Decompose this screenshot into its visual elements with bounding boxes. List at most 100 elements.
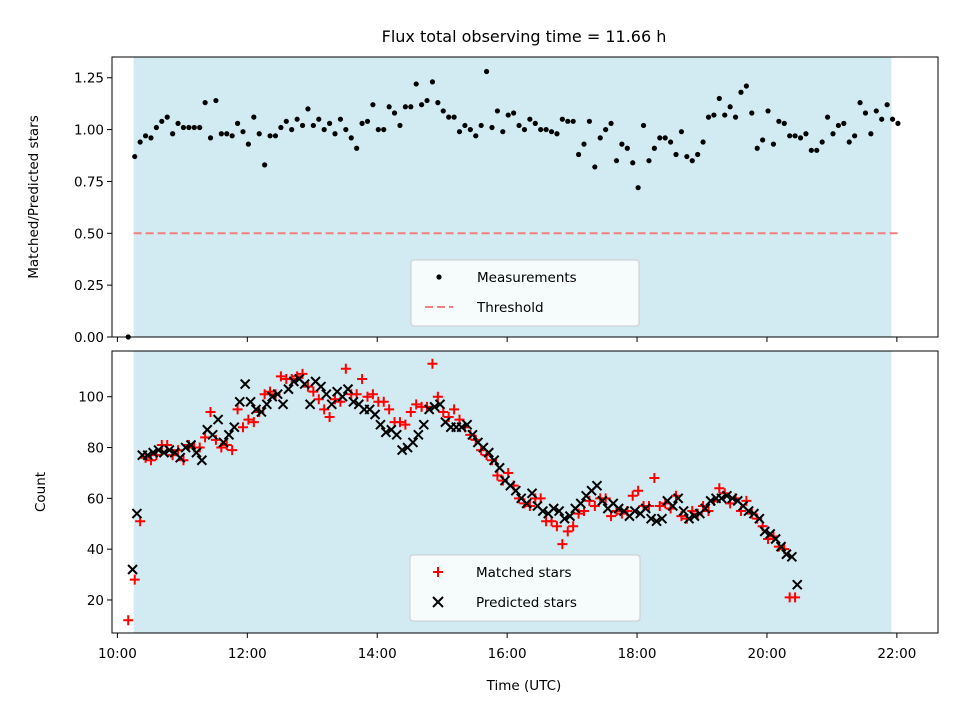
measurement-point <box>294 116 300 122</box>
predicted-star-marker <box>678 505 689 517</box>
measurement-point <box>640 122 647 129</box>
measurement-point <box>310 122 316 129</box>
measurement-point <box>473 133 479 139</box>
axes-frame <box>111 56 939 338</box>
predicted-star-marker <box>396 444 408 456</box>
measurement-point <box>781 120 787 126</box>
matched-star-marker <box>633 485 644 496</box>
axes-frame <box>111 350 939 634</box>
measurement-point <box>765 108 771 114</box>
matched-star-marker <box>340 363 351 374</box>
measurement-point <box>749 110 755 116</box>
count-panel: 20 40 60 80 100 Count Matched stars Predicted s… <box>33 350 939 638</box>
predicted-star-marker <box>434 399 446 410</box>
measurement-point <box>456 129 463 135</box>
matched-star-marker <box>443 412 454 423</box>
measurement-point <box>581 141 587 147</box>
measurement-point <box>256 131 262 137</box>
measurement-point <box>170 131 176 137</box>
measurement-point <box>343 126 349 133</box>
measurement-point <box>245 141 252 147</box>
measurement-point <box>505 112 511 118</box>
measurement-point <box>402 104 408 110</box>
predicted-star-marker <box>375 419 386 430</box>
matched-star-marker <box>123 615 134 626</box>
predicted-star-marker <box>689 510 700 522</box>
measurement-point <box>478 122 484 129</box>
measurement-point <box>462 122 468 129</box>
predicted-star-marker <box>418 419 429 430</box>
measurement-point <box>668 139 674 145</box>
measurement-point <box>137 139 143 145</box>
measurement-point <box>354 145 360 151</box>
legend: Matched stars Predicted stars <box>409 554 641 622</box>
predicted-star-marker <box>413 429 424 441</box>
predicted-star-marker <box>510 485 522 496</box>
measurement-point <box>429 79 436 85</box>
predicted-star-marker <box>164 444 175 456</box>
measurement-point <box>321 126 327 133</box>
measurement-point <box>732 114 739 120</box>
predicted-star-marker <box>559 513 570 524</box>
predicted-star-marker <box>483 447 494 458</box>
matched-star-marker <box>319 404 330 415</box>
predicted-star-marker <box>754 513 765 524</box>
measurement-point <box>727 104 733 110</box>
matched-star-marker <box>568 521 579 532</box>
predicted-star-marker <box>391 429 402 441</box>
x-axis: 10:00 12:00 14:00 16:00 18:00 20:00 22:00 <box>98 646 916 662</box>
measurement-point <box>722 112 728 118</box>
predicted-star-marker <box>245 396 256 408</box>
predicted-star-marker <box>488 455 500 466</box>
predicted-star-marker <box>304 399 316 410</box>
measurement-point <box>754 145 760 151</box>
y-tick-label: 1.25 <box>74 71 104 87</box>
legend-box <box>410 259 640 327</box>
matched-star-marker <box>492 470 503 481</box>
matched-star-marker <box>627 490 638 501</box>
measurement-point <box>272 133 279 139</box>
matched-star-marker <box>232 404 243 415</box>
predicted-star-marker <box>272 388 283 400</box>
measurement-point <box>895 120 901 126</box>
measurement-point <box>532 120 538 126</box>
predicted-star-marker <box>467 429 478 441</box>
predicted-star-marker <box>564 510 576 522</box>
x-tick-label: 18:00 <box>618 646 657 662</box>
predicted-star-marker <box>792 579 803 590</box>
measurement-point <box>375 126 381 133</box>
matched-star-marker <box>248 417 259 428</box>
measurement-point <box>738 89 744 95</box>
measurement-point <box>202 100 208 106</box>
predicted-star-marker <box>429 401 440 413</box>
measurement-point <box>814 147 820 153</box>
measurement-point <box>267 133 273 139</box>
measurement-point <box>299 122 306 129</box>
predicted-star-marker <box>315 381 327 392</box>
predicted-star-marker <box>537 505 549 517</box>
predicted-star-marker <box>229 422 240 433</box>
y-tick-label: 100 <box>78 390 104 406</box>
predicted-star-marker <box>759 526 770 537</box>
matched-star-marker <box>562 526 573 537</box>
measurement-point <box>289 126 295 133</box>
matched-star-marker <box>400 419 411 430</box>
measurement-point <box>381 126 387 133</box>
measurement-point <box>857 100 863 106</box>
matched-star-marker <box>330 394 341 405</box>
matched-star-marker <box>589 500 600 511</box>
predicted-star-marker <box>142 449 153 461</box>
matched-star-marker <box>259 389 270 400</box>
y-axis-label: Count <box>33 472 49 512</box>
predicted-star-marker <box>261 399 273 410</box>
measurement-point <box>797 135 804 141</box>
predicted-star-marker <box>127 564 138 575</box>
measurement-point <box>440 108 446 114</box>
x-axis-label: Time (UTC) <box>486 678 562 694</box>
matched-star-marker <box>200 432 211 443</box>
predicted-star-marker <box>191 447 202 458</box>
measurement-point <box>500 129 506 135</box>
measurement-point <box>494 108 500 114</box>
data-marks <box>123 358 803 626</box>
